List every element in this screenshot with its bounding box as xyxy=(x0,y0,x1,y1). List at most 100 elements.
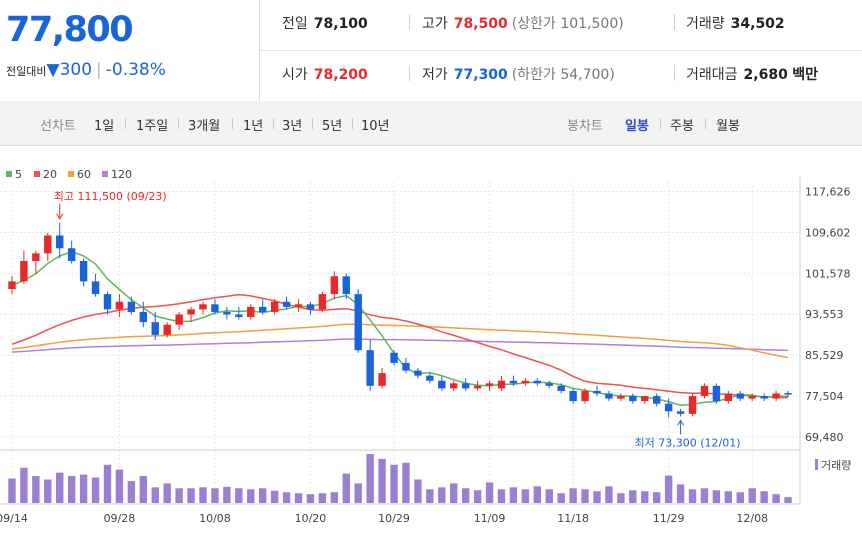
stats-row-1: 전일 78,100 고가 78,500 (상한가 101,500) 거래량 34,502 xyxy=(260,0,862,50)
candle-body xyxy=(91,281,100,295)
volume-bar xyxy=(438,487,446,503)
volume-bar xyxy=(199,487,207,503)
x-tick-label: 11/18 xyxy=(557,512,589,525)
volume-bar xyxy=(664,475,673,503)
candle-body xyxy=(760,396,768,399)
high-value: 78,500 xyxy=(453,16,508,32)
volume-bar xyxy=(79,474,88,503)
period-1y[interactable]: 1년 xyxy=(243,119,264,134)
volume-bar xyxy=(354,483,362,503)
y-tick-label: 109,602 xyxy=(805,226,851,239)
legend-label: 20 xyxy=(43,168,57,181)
volume-bar xyxy=(521,489,530,503)
down-arrow-icon: ▼ xyxy=(46,60,60,80)
volume-bar xyxy=(366,454,374,503)
volume-bar xyxy=(258,488,267,503)
divider xyxy=(352,118,353,129)
divider xyxy=(273,118,274,129)
volume-bar xyxy=(461,488,470,503)
volume-bar xyxy=(641,491,649,503)
x-tick-label: 11/09 xyxy=(474,512,506,525)
candle-body xyxy=(115,301,124,310)
volume-bar xyxy=(569,488,577,503)
divider xyxy=(312,118,313,129)
candle-monthly[interactable]: 월봉 xyxy=(716,119,740,134)
divider xyxy=(125,118,126,129)
candle-body xyxy=(103,294,112,310)
prev-close: 전일 78,100 xyxy=(282,13,368,33)
candle-body xyxy=(450,383,458,389)
volume-bar xyxy=(497,489,506,503)
quote-header: 77,800 전일대비▼300 | -0.38% 전일 78,100 고가 78,500… xyxy=(0,0,862,102)
divider xyxy=(178,118,179,129)
period-10y[interactable]: 10년 xyxy=(361,119,390,134)
candle-chart-tab[interactable]: 봉차트 xyxy=(567,119,603,134)
candle-body xyxy=(258,306,267,312)
low-label: 저가 xyxy=(422,67,448,83)
low-arrow-head-icon xyxy=(677,419,685,426)
price-change: 전일대비▼300 | -0.38% xyxy=(6,60,166,80)
upper-limit: (상한가 101,500) xyxy=(511,16,624,32)
volume-bar xyxy=(390,464,398,503)
candle-body xyxy=(306,304,315,310)
candle-body xyxy=(139,311,148,323)
volume-bar xyxy=(103,464,112,503)
candle-daily[interactable]: 일봉 xyxy=(625,119,649,134)
volume-bar xyxy=(581,489,589,503)
volume-bar xyxy=(115,469,124,503)
candle-body xyxy=(330,276,339,295)
divider xyxy=(232,118,233,129)
volume-bar xyxy=(282,492,291,503)
legend-label: 120 xyxy=(111,168,132,181)
candle-body xyxy=(509,380,518,384)
candle-body xyxy=(402,362,410,371)
period-5y[interactable]: 5년 xyxy=(322,119,343,134)
low-value: 77,300 xyxy=(453,67,508,83)
legend-swatch xyxy=(102,171,108,177)
volume-bar xyxy=(378,458,386,503)
ma120-line xyxy=(11,338,789,353)
volume-bar xyxy=(414,479,422,503)
period-1d[interactable]: 1일 xyxy=(94,119,115,134)
volume-bar xyxy=(330,492,339,503)
volume-bar xyxy=(509,487,518,503)
volume-label: 거래량 xyxy=(686,16,725,32)
volume-bar xyxy=(700,488,709,503)
candle-body xyxy=(664,403,673,412)
volume-bar xyxy=(8,478,16,503)
line-chart-tab[interactable]: 선차트 xyxy=(40,119,76,134)
candle-body xyxy=(211,304,219,312)
candle-body xyxy=(772,393,780,399)
period-3y[interactable]: 3년 xyxy=(282,119,303,134)
period-1w[interactable]: 1주일 xyxy=(136,119,169,134)
volume-value: 34,502 xyxy=(730,16,785,32)
volume-bar xyxy=(760,491,768,503)
candle-body xyxy=(473,385,482,389)
candle-weekly[interactable]: 주봉 xyxy=(670,119,694,134)
volume-bar xyxy=(163,483,171,503)
legend-swatch xyxy=(34,171,40,177)
x-tick-label: 10/08 xyxy=(199,512,231,525)
period-3m[interactable]: 3개월 xyxy=(188,119,221,134)
volume-bar xyxy=(473,490,482,503)
candle-body xyxy=(438,380,446,389)
volume-bar xyxy=(605,486,613,503)
candle-body xyxy=(318,294,327,310)
divider xyxy=(409,14,410,30)
candle-body xyxy=(187,309,195,315)
volume-bar xyxy=(151,487,159,503)
open-price: 시가 78,200 xyxy=(282,64,368,84)
volume-legend-swatch xyxy=(815,459,818,470)
candle-body xyxy=(688,396,697,414)
change-value: 300 xyxy=(59,60,93,80)
volume-bar xyxy=(736,492,744,503)
volume-bar xyxy=(772,494,780,503)
x-tick-label: 09/28 xyxy=(104,512,136,525)
prev-close-label: 전일 xyxy=(282,16,308,32)
volume-bar xyxy=(712,490,721,503)
volume-bar xyxy=(748,488,756,503)
volume-bar xyxy=(676,484,685,503)
y-tick-label: 117,626 xyxy=(805,186,851,199)
candle-body xyxy=(79,260,88,282)
